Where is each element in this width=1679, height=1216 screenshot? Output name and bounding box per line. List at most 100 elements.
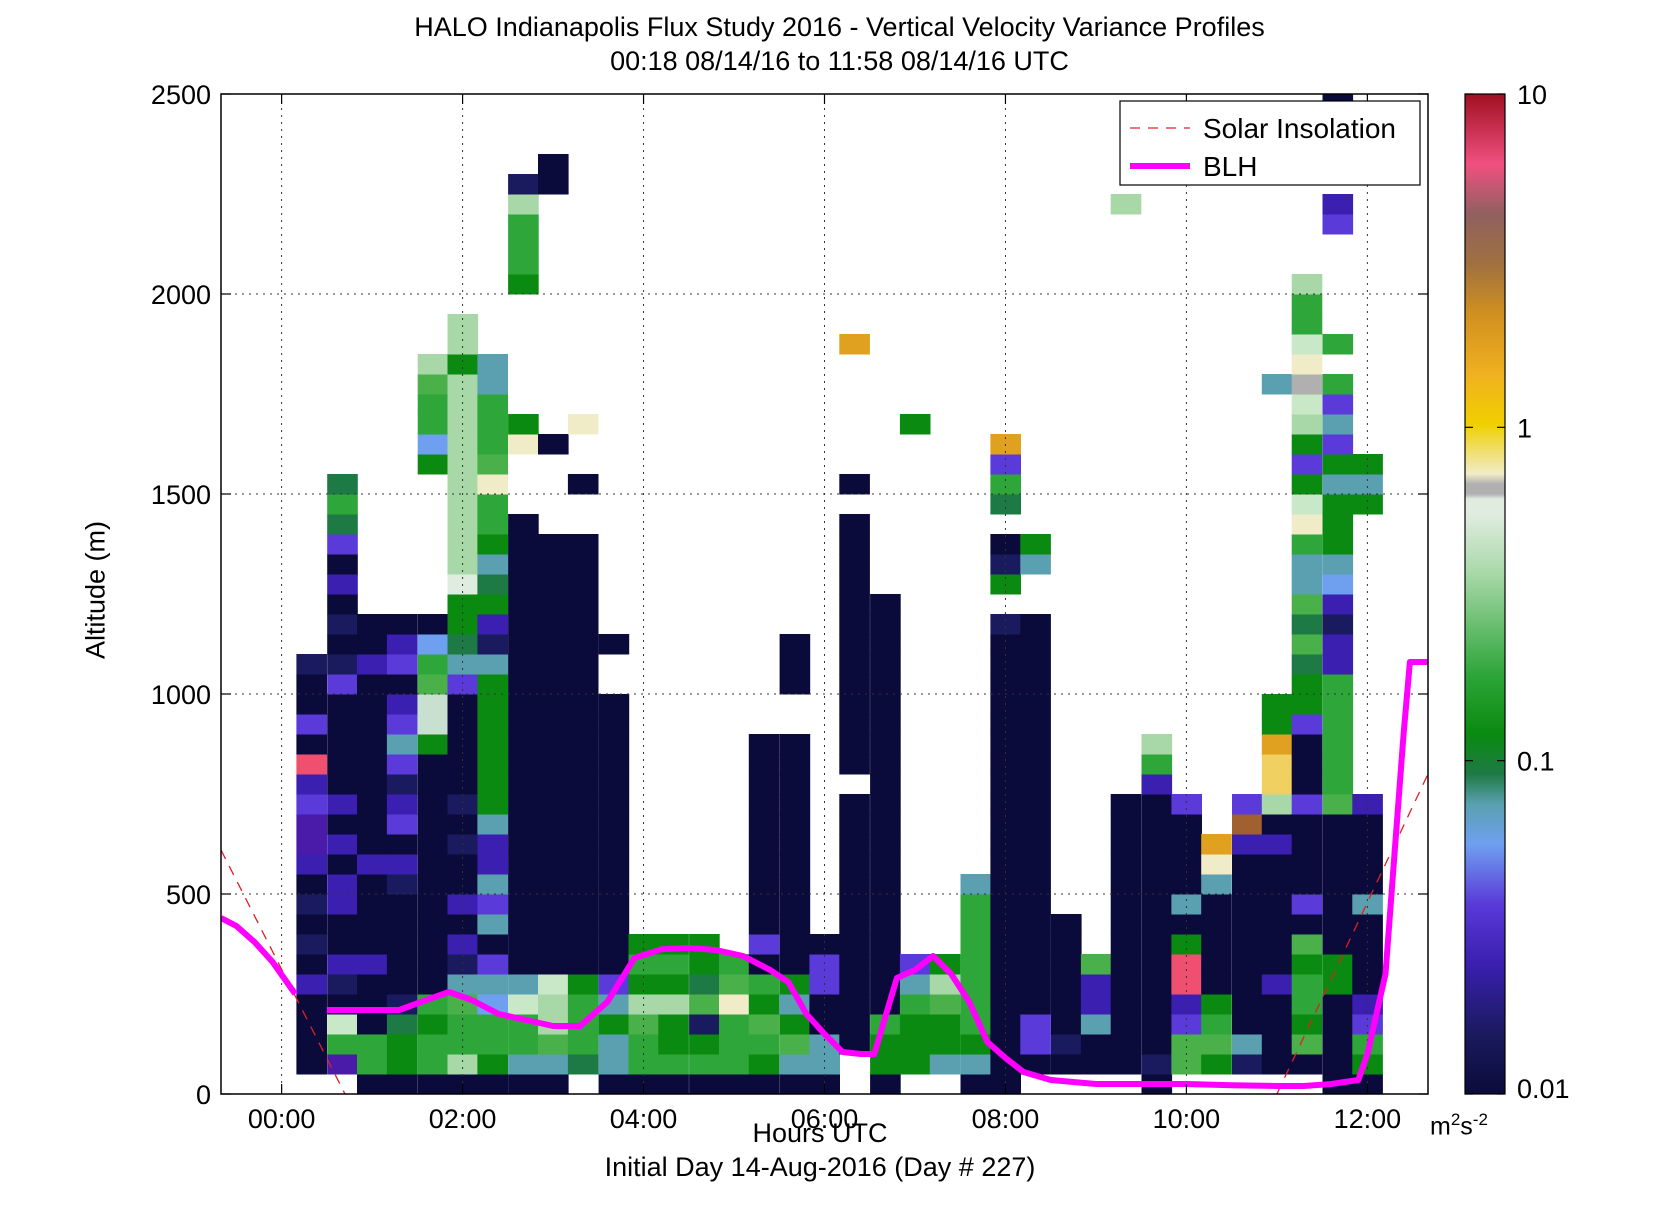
heatmap-cell	[990, 1014, 1021, 1035]
heatmap-cell	[1291, 534, 1323, 555]
heatmap-cell	[508, 974, 539, 995]
heatmap-cell	[357, 774, 388, 795]
heatmap-cell	[567, 474, 599, 495]
heatmap-cell	[417, 354, 449, 375]
heatmap-cell	[477, 414, 508, 435]
heatmap-cell	[447, 334, 479, 355]
heatmap-cell	[327, 474, 358, 495]
heatmap-cell	[477, 774, 508, 795]
heatmap-cell	[567, 934, 599, 955]
heatmap-cell	[719, 1014, 750, 1035]
heatmap-cell	[417, 414, 449, 435]
heatmap-cell	[357, 894, 388, 915]
heatmap-cell	[1291, 874, 1323, 895]
heatmap-cell	[386, 1014, 418, 1035]
heatmap-cell	[1291, 314, 1323, 335]
heatmap-cell	[779, 934, 811, 955]
heatmap-cell	[1261, 734, 1293, 755]
heatmap-cell	[296, 834, 327, 855]
heatmap-cell	[477, 494, 508, 515]
heatmap-cell	[567, 774, 599, 795]
solar-insolation-line	[221, 849, 346, 1094]
heatmap-cell	[990, 874, 1021, 895]
heatmap-cell	[1110, 794, 1142, 815]
heatmap-cell	[296, 714, 327, 735]
heatmap-cell	[839, 994, 870, 1015]
heatmap-cell	[538, 734, 569, 755]
heatmap-cell	[327, 494, 358, 515]
heatmap-cell	[598, 814, 630, 835]
heatmap-cell	[477, 634, 508, 655]
heatmap-cell	[508, 254, 539, 275]
heatmap-cell	[598, 694, 630, 715]
heatmap-cell	[870, 934, 901, 955]
heatmap-cell	[1020, 794, 1051, 815]
heatmap-cell	[689, 954, 720, 975]
solar-insolation-line	[1276, 773, 1428, 1094]
heatmap-cell	[990, 654, 1021, 675]
heatmap-cell	[598, 954, 630, 975]
heatmap-cell	[1291, 674, 1323, 695]
heatmap-cell	[327, 1054, 358, 1075]
heatmap-cell	[1232, 954, 1263, 975]
heatmap-cell	[447, 354, 479, 375]
heatmap-cell	[417, 434, 449, 455]
heatmap-cell	[1232, 1014, 1263, 1035]
heatmap-cell	[1020, 734, 1051, 755]
heatmap-cell	[1322, 654, 1354, 675]
heatmap-cell	[1201, 834, 1232, 855]
heatmap-cell	[508, 594, 539, 615]
heatmap-cell	[1291, 294, 1323, 315]
heatmap-cell	[1201, 954, 1232, 975]
heatmap-cell	[1322, 954, 1354, 975]
heatmap-cell	[990, 794, 1021, 815]
heatmap-cell	[628, 1054, 660, 1075]
heatmap-cell	[839, 634, 870, 655]
heatmap-cell	[1261, 694, 1293, 715]
heatmap-cell	[1322, 434, 1354, 455]
heatmap-cell	[1020, 954, 1051, 975]
heatmap-cell	[1141, 914, 1173, 935]
heatmap-cell	[538, 874, 569, 895]
heatmap-cell	[960, 1054, 992, 1075]
heatmap-cell	[417, 734, 449, 755]
heatmap-cell	[477, 534, 508, 555]
heatmap-cell	[538, 894, 569, 915]
heatmap-cell	[357, 854, 388, 875]
heatmap-cell	[1291, 454, 1323, 475]
heatmap-cell	[1291, 754, 1323, 775]
heatmap-cell	[357, 734, 388, 755]
heatmap-cell	[748, 994, 780, 1015]
heatmap-cell	[327, 834, 358, 855]
heatmap-cell	[327, 894, 358, 915]
heatmap-cell	[357, 794, 388, 815]
heatmap-cell	[1232, 854, 1263, 875]
heatmap-cell	[1291, 654, 1323, 675]
heatmap-cell	[1020, 754, 1051, 775]
heatmap-cell	[508, 1074, 539, 1094]
heatmap-cell	[1141, 954, 1173, 975]
heatmap-cell	[1352, 914, 1383, 935]
heatmap-cell	[658, 954, 689, 975]
heatmap-cell	[447, 894, 479, 915]
heatmap-cell	[386, 934, 418, 955]
heatmap-cell	[1261, 834, 1293, 855]
heatmap-cell	[417, 1074, 449, 1094]
heatmap-cell	[1261, 754, 1293, 775]
heatmap-cell	[1352, 494, 1383, 515]
heatmap-cell	[508, 194, 539, 215]
heatmap-cell	[899, 1014, 931, 1035]
heatmap-cell	[508, 834, 539, 855]
heatmap-cell	[1232, 1054, 1263, 1075]
heatmap-cell	[296, 854, 327, 875]
heatmap-cell	[899, 1054, 931, 1075]
heatmap-cell	[567, 1034, 599, 1055]
heatmap-cell	[1322, 674, 1354, 695]
heatmap-cell	[839, 894, 870, 915]
heatmap-cell	[1291, 634, 1323, 655]
heatmap-cell	[1291, 434, 1323, 455]
heatmap-cell	[839, 674, 870, 695]
heatmap-cell	[386, 1074, 418, 1094]
heatmap-cell	[447, 634, 479, 655]
heatmap-cell	[1110, 934, 1142, 955]
